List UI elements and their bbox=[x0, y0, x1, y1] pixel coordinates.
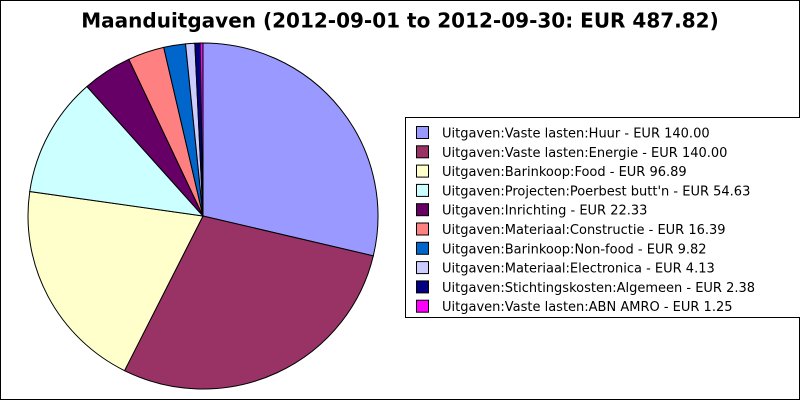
legend-label: Uitgaven:Vaste lasten:Energie - EUR 140.… bbox=[442, 146, 727, 161]
legend-label: Uitgaven:Inrichting - EUR 22.33 bbox=[442, 204, 647, 219]
legend-label: Uitgaven:Vaste lasten:ABN AMRO - EUR 1.2… bbox=[442, 300, 733, 315]
legend-swatch bbox=[416, 280, 429, 294]
legend-label: Uitgaven:Barinkoop:Food - EUR 96.89 bbox=[442, 165, 687, 180]
legend-label: Uitgaven:Materiaal:Constructie - EUR 16.… bbox=[442, 223, 726, 238]
legend-swatch bbox=[416, 261, 429, 275]
legend-swatch bbox=[416, 241, 429, 255]
pie-slice bbox=[29, 85, 205, 217]
legend-swatch bbox=[416, 203, 429, 217]
chart-title: Maanduitgaven (2012-09-01 to 2012-09-30:… bbox=[81, 9, 719, 33]
pie-slice bbox=[123, 215, 374, 390]
legend-label: Uitgaven:Materiaal:Electronica - EUR 4.1… bbox=[442, 262, 715, 277]
legend bbox=[405, 117, 800, 318]
legend-swatch bbox=[416, 183, 429, 197]
legend-swatch bbox=[416, 222, 429, 236]
legend-swatch bbox=[416, 145, 429, 159]
legend-swatch bbox=[416, 299, 429, 313]
legend-label: Uitgaven:Vaste lasten:Huur - EUR 140.00 bbox=[442, 127, 710, 142]
pie-slice bbox=[199, 42, 204, 217]
legend-label: Uitgaven:Projecten:Poerbest butt'n - EUR… bbox=[442, 184, 750, 199]
legend-label: Uitgaven:Barinkoop:Non-food - EUR 9.82 bbox=[442, 242, 707, 257]
legend-swatch bbox=[416, 126, 429, 139]
legend-swatch bbox=[416, 164, 429, 178]
pie-slice bbox=[27, 190, 204, 372]
legend-label: Uitgaven:Stichtingskosten:Algemeen - EUR… bbox=[442, 281, 755, 296]
pie-slice bbox=[202, 42, 379, 257]
